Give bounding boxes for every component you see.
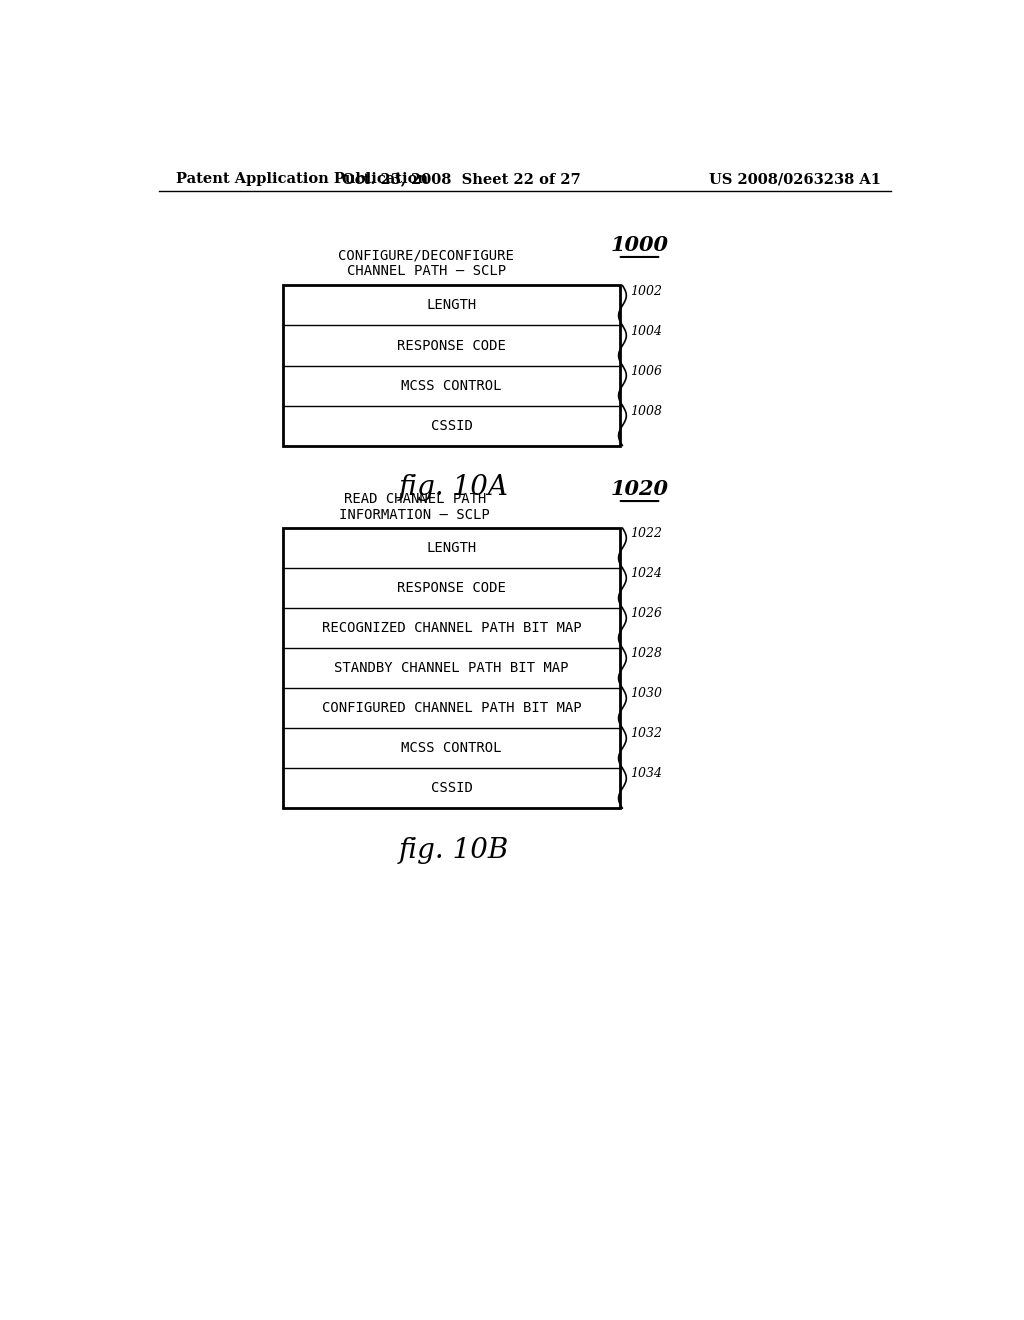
Text: LENGTH: LENGTH <box>426 541 477 554</box>
Text: 1020: 1020 <box>610 479 669 499</box>
Text: RECOGNIZED CHANNEL PATH BIT MAP: RECOGNIZED CHANNEL PATH BIT MAP <box>322 622 582 635</box>
Bar <box>283 285 621 446</box>
Text: INFORMATION – SCLP: INFORMATION – SCLP <box>339 508 490 521</box>
Text: Patent Application Publication: Patent Application Publication <box>176 172 428 186</box>
Text: 1002: 1002 <box>630 285 663 298</box>
Text: fig. 10A: fig. 10A <box>398 474 509 502</box>
Text: CONFIGURE/DECONFIGURE: CONFIGURE/DECONFIGURE <box>339 248 514 263</box>
Text: 1034: 1034 <box>630 767 663 780</box>
Text: 1008: 1008 <box>630 405 663 418</box>
Text: 1026: 1026 <box>630 607 663 620</box>
Text: 1030: 1030 <box>630 688 663 701</box>
Text: RESPONSE CODE: RESPONSE CODE <box>397 338 506 352</box>
Text: fig. 10B: fig. 10B <box>398 837 509 865</box>
Text: CHANNEL PATH – SCLP: CHANNEL PATH – SCLP <box>347 264 506 277</box>
Text: MCSS CONTROL: MCSS CONTROL <box>401 742 502 755</box>
Bar <box>283 528 621 808</box>
Text: Oct. 23, 2008  Sheet 22 of 27: Oct. 23, 2008 Sheet 22 of 27 <box>342 172 581 186</box>
Text: LENGTH: LENGTH <box>426 298 477 313</box>
Text: STANDBY CHANNEL PATH BIT MAP: STANDBY CHANNEL PATH BIT MAP <box>334 661 568 675</box>
Text: CSSID: CSSID <box>431 418 472 433</box>
Text: 1006: 1006 <box>630 364 663 378</box>
Text: READ CHANNEL PATH: READ CHANNEL PATH <box>344 492 486 507</box>
Text: 1022: 1022 <box>630 527 663 540</box>
Text: 1000: 1000 <box>610 235 669 255</box>
Text: US 2008/0263238 A1: US 2008/0263238 A1 <box>710 172 882 186</box>
Text: 1032: 1032 <box>630 727 663 741</box>
Text: 1028: 1028 <box>630 647 663 660</box>
Text: RESPONSE CODE: RESPONSE CODE <box>397 581 506 595</box>
Text: 1024: 1024 <box>630 568 663 581</box>
Text: MCSS CONTROL: MCSS CONTROL <box>401 379 502 392</box>
Text: 1004: 1004 <box>630 325 663 338</box>
Text: CONFIGURED CHANNEL PATH BIT MAP: CONFIGURED CHANNEL PATH BIT MAP <box>322 701 582 715</box>
Text: CSSID: CSSID <box>431 781 472 795</box>
